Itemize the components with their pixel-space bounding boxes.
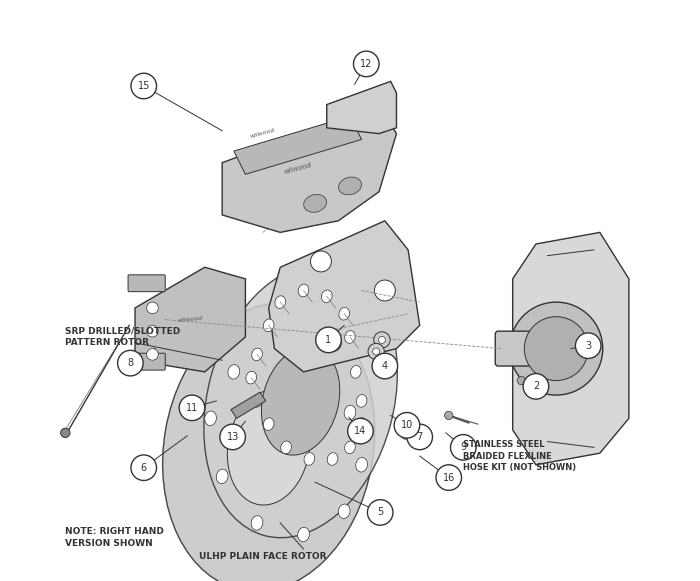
Circle shape xyxy=(374,280,395,301)
Circle shape xyxy=(372,348,379,355)
Ellipse shape xyxy=(321,290,332,303)
Text: 9: 9 xyxy=(460,442,466,453)
Text: 2: 2 xyxy=(533,381,539,392)
Text: 12: 12 xyxy=(360,59,372,69)
Text: SRP DRILLED/SLOTTED
PATTERN ROTOR: SRP DRILLED/SLOTTED PATTERN ROTOR xyxy=(65,327,181,347)
Polygon shape xyxy=(135,267,246,372)
FancyBboxPatch shape xyxy=(496,331,539,366)
Circle shape xyxy=(451,435,476,460)
Text: 16: 16 xyxy=(442,472,455,483)
Ellipse shape xyxy=(339,177,361,195)
Polygon shape xyxy=(222,105,396,232)
Circle shape xyxy=(368,343,384,360)
Circle shape xyxy=(368,500,393,525)
Ellipse shape xyxy=(228,365,239,379)
Circle shape xyxy=(444,411,453,419)
Text: wilwood: wilwood xyxy=(284,162,312,175)
Ellipse shape xyxy=(263,418,274,431)
Circle shape xyxy=(220,424,246,450)
Circle shape xyxy=(131,455,157,480)
Text: STAINLESS STEEL
BRAIDED FLEXLINE
HOSE KIT (NOT SHOWN): STAINLESS STEEL BRAIDED FLEXLINE HOSE KI… xyxy=(463,440,576,472)
Circle shape xyxy=(575,333,601,358)
Circle shape xyxy=(179,395,205,421)
Ellipse shape xyxy=(216,469,228,483)
Ellipse shape xyxy=(263,319,274,332)
Circle shape xyxy=(147,349,158,360)
Ellipse shape xyxy=(162,303,374,581)
Text: wilwood: wilwood xyxy=(177,316,203,323)
Ellipse shape xyxy=(328,453,338,465)
Circle shape xyxy=(354,51,379,77)
Text: 10: 10 xyxy=(401,420,413,431)
Polygon shape xyxy=(327,81,396,134)
Ellipse shape xyxy=(344,331,356,343)
Circle shape xyxy=(147,325,158,337)
Circle shape xyxy=(379,336,386,343)
Circle shape xyxy=(324,334,342,352)
Circle shape xyxy=(147,302,158,314)
Text: 1: 1 xyxy=(326,335,332,345)
Polygon shape xyxy=(269,221,420,372)
Polygon shape xyxy=(231,392,266,418)
Ellipse shape xyxy=(344,441,356,454)
Ellipse shape xyxy=(281,441,291,454)
Ellipse shape xyxy=(344,406,356,419)
Text: 6: 6 xyxy=(141,462,147,473)
FancyBboxPatch shape xyxy=(128,353,165,370)
Ellipse shape xyxy=(251,516,263,530)
Ellipse shape xyxy=(339,307,349,320)
Ellipse shape xyxy=(252,348,262,361)
Ellipse shape xyxy=(246,371,256,384)
Circle shape xyxy=(436,465,461,490)
Text: 13: 13 xyxy=(227,432,239,442)
Text: 15: 15 xyxy=(138,81,150,91)
Circle shape xyxy=(316,327,342,353)
Circle shape xyxy=(523,374,549,399)
Circle shape xyxy=(407,424,433,450)
Ellipse shape xyxy=(298,528,309,541)
Text: 14: 14 xyxy=(354,426,367,436)
Polygon shape xyxy=(512,232,629,465)
Polygon shape xyxy=(234,116,362,174)
Text: 11: 11 xyxy=(186,403,198,413)
Circle shape xyxy=(118,350,144,376)
Ellipse shape xyxy=(304,195,327,212)
Text: 7: 7 xyxy=(416,432,423,442)
Ellipse shape xyxy=(204,411,216,425)
Ellipse shape xyxy=(298,284,309,297)
Circle shape xyxy=(394,413,420,438)
Text: 3: 3 xyxy=(585,340,591,351)
Circle shape xyxy=(372,353,398,379)
Ellipse shape xyxy=(228,390,310,505)
Ellipse shape xyxy=(261,347,340,455)
Ellipse shape xyxy=(338,504,350,518)
Ellipse shape xyxy=(356,394,367,407)
Circle shape xyxy=(348,418,373,444)
Text: NOTE: RIGHT HAND
VERSION SHOWN: NOTE: RIGHT HAND VERSION SHOWN xyxy=(65,527,164,548)
Ellipse shape xyxy=(204,264,398,537)
Circle shape xyxy=(61,428,70,437)
Ellipse shape xyxy=(356,418,367,431)
Ellipse shape xyxy=(275,296,286,309)
Text: 4: 4 xyxy=(382,361,388,371)
Text: ULHP PLAIN FACE ROTOR: ULHP PLAIN FACE ROTOR xyxy=(199,552,327,561)
Circle shape xyxy=(402,432,409,439)
Ellipse shape xyxy=(304,453,314,465)
Ellipse shape xyxy=(252,394,262,407)
FancyBboxPatch shape xyxy=(128,275,165,292)
Circle shape xyxy=(131,73,157,99)
Circle shape xyxy=(524,317,588,381)
Text: 5: 5 xyxy=(377,507,384,518)
Circle shape xyxy=(510,302,603,395)
Circle shape xyxy=(311,251,331,272)
Ellipse shape xyxy=(351,365,361,378)
Circle shape xyxy=(517,376,526,385)
Text: 8: 8 xyxy=(127,358,134,368)
Ellipse shape xyxy=(356,458,368,472)
Circle shape xyxy=(374,332,390,348)
Text: wilwood: wilwood xyxy=(250,128,276,139)
